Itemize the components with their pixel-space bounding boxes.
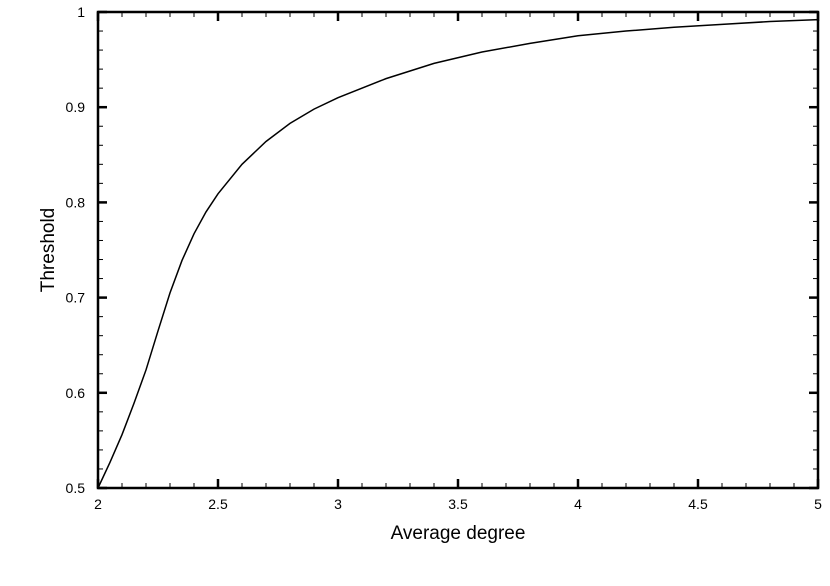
major-ticks: [96, 10, 820, 490]
y-tick-label: 0.5: [66, 480, 86, 496]
minor-ticks: [98, 12, 818, 488]
x-tick-labels: 2 2.5 3 3.5 4 4.5 5: [94, 496, 822, 512]
x-axis-title: Average degree: [391, 523, 526, 544]
y-tick-label: 0.8: [66, 194, 86, 210]
y-axis-title: Threshold: [38, 208, 59, 293]
series-line: [97, 18, 819, 489]
x-tick-label: 2.5: [208, 496, 228, 512]
x-tick-label: 3: [334, 496, 342, 512]
plot-frame: [96, 10, 820, 490]
y-tick-labels: 0.5 0.6 0.7 0.8 0.9 1: [66, 4, 86, 496]
y-tick-label: 0.6: [66, 385, 86, 401]
y-tick-label: 1: [77, 4, 85, 20]
x-tick-label: 3.5: [448, 496, 468, 512]
y-tick-label: 0.9: [66, 99, 86, 115]
y-tick-label: 0.7: [66, 290, 86, 306]
x-tick-label: 5: [814, 496, 822, 512]
x-tick-label: 4.5: [688, 496, 708, 512]
x-tick-label: 4: [574, 496, 582, 512]
x-tick-label: 2: [94, 496, 102, 512]
